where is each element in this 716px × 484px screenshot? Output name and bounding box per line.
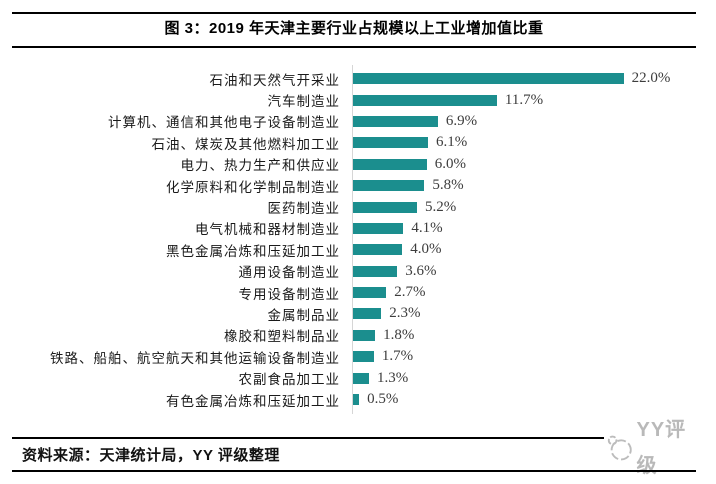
bar	[353, 351, 374, 363]
title-bottom-rule	[12, 46, 696, 48]
category-label: 计算机、通信和其他电子设备制造业	[108, 115, 340, 132]
bar-row: 专用设备制造业 2.7%	[22, 282, 702, 303]
bar-area: 1.7%	[353, 346, 413, 367]
bar-area: 1.8%	[353, 325, 414, 346]
bar-row: 石油和天然气开采业 22.0%	[22, 68, 702, 89]
category-label: 石油和天然气开采业	[209, 72, 340, 89]
bar-area: 3.6%	[353, 261, 437, 282]
bar-area: 4.1%	[353, 218, 443, 239]
value-label: 3.6%	[405, 262, 437, 279]
category-label: 汽车制造业	[267, 94, 340, 111]
bar	[353, 329, 376, 341]
bar-area: 4.0%	[353, 239, 441, 260]
bar	[353, 115, 438, 127]
bar-area: 11.7%	[353, 89, 543, 110]
yy-logo-text: YY评级	[636, 419, 687, 477]
yy-rating-logo: YY评级	[604, 419, 704, 477]
bar-row: 化学原料和化学制品制造业 5.8%	[22, 175, 702, 196]
bar-row: 金属制品业 2.3%	[22, 303, 702, 324]
value-label: 1.8%	[383, 326, 415, 343]
value-label: 6.0%	[434, 155, 467, 172]
bar-area: 6.9%	[353, 111, 477, 132]
value-label: 1.7%	[381, 348, 414, 365]
category-label: 医药制造业	[267, 201, 340, 218]
value-label: 5.8%	[432, 177, 464, 194]
bar	[353, 137, 429, 149]
category-label: 石油、煤炭及其他燃料加工业	[151, 136, 340, 153]
bar-row: 汽车制造业 11.7%	[22, 89, 702, 111]
category-label: 铁路、船舶、航空航天和其他运输设备制造业	[50, 350, 340, 367]
bar	[353, 201, 417, 213]
category-label: 橡胶和塑料制品业	[224, 329, 340, 346]
bar-row: 医药制造业 5.2%	[22, 196, 702, 218]
bar-row: 有色金属冶炼和压延加工业 0.5%	[22, 389, 702, 410]
bar	[353, 265, 398, 277]
bar-area: 0.5%	[353, 389, 398, 410]
category-label: 化学原料和化学制品制造业	[166, 179, 340, 196]
bar-row: 农副食品加工业 1.3%	[22, 367, 702, 389]
value-label: 22.0%	[631, 70, 671, 87]
category-label: 有色金属冶炼和压延加工业	[166, 393, 340, 410]
y-axis-line	[352, 65, 353, 414]
bar-area: 22.0%	[353, 68, 670, 89]
bar	[353, 158, 427, 170]
value-label: 6.1%	[436, 134, 468, 151]
category-label: 专用设备制造业	[238, 286, 340, 303]
bar-row: 橡胶和塑料制品业 1.8%	[22, 325, 702, 346]
bar-row: 通用设备制造业 3.6%	[22, 261, 702, 282]
bar-row: 计算机、通信和其他电子设备制造业 6.9%	[22, 111, 702, 132]
bar	[353, 372, 369, 384]
category-label: 农副食品加工业	[238, 372, 340, 389]
bar-chart: 石油和天然气开采业 22.0% 汽车制造业 11.7% 计算机、通信和其他电子设备制造业…	[22, 68, 702, 410]
value-label: 4.0%	[410, 241, 442, 258]
bar-area: 6.0%	[353, 154, 466, 175]
bar	[353, 394, 360, 406]
bar-row: 石油、煤炭及其他燃料加工业 6.1%	[22, 132, 702, 153]
bar	[353, 244, 403, 256]
bar	[353, 180, 425, 192]
category-label: 电气机械和器材制造业	[195, 222, 340, 239]
category-label: 电力、热力生产和供应业	[180, 158, 340, 175]
bar-row: 黑色金属冶炼和压延加工业 4.0%	[22, 239, 702, 260]
value-label: 6.9%	[445, 112, 478, 129]
bar-area: 6.1%	[353, 132, 467, 153]
yy-logo-scribble-icon	[607, 435, 632, 461]
bar	[353, 94, 497, 106]
bar-row: 电力、热力生产和供应业 6.0%	[22, 154, 702, 175]
value-label: 4.1%	[411, 219, 443, 236]
bar-area: 2.3%	[353, 303, 421, 324]
value-label: 1.3%	[376, 369, 409, 386]
value-label: 11.7%	[504, 91, 544, 108]
category-label: 黑色金属冶炼和压延加工业	[166, 243, 340, 260]
value-label: 0.5%	[367, 391, 399, 408]
title-top-rule	[12, 12, 696, 14]
footer-top-rule	[12, 437, 696, 439]
bar	[353, 73, 624, 85]
bar-area: 5.8%	[353, 175, 464, 196]
bar	[353, 222, 404, 234]
bar-area: 5.2%	[353, 196, 456, 217]
bar-area: 2.7%	[353, 282, 425, 303]
source-note: 资料来源：天津统计局，YY 评级整理	[22, 447, 280, 464]
bar-row: 铁路、船舶、航空航天和其他运输设备制造业 1.7%	[22, 346, 702, 367]
page-bottom-rule	[12, 470, 696, 472]
bar	[353, 287, 387, 299]
bar	[353, 308, 382, 320]
category-label: 金属制品业	[267, 307, 340, 324]
value-label: 2.3%	[389, 305, 421, 322]
bar-row: 电气机械和器材制造业 4.1%	[22, 218, 702, 239]
value-label: 2.7%	[394, 284, 426, 301]
figure-title: 图 3：2019 年天津主要行业占规模以上工业增加值比重	[164, 20, 544, 37]
category-label: 通用设备制造业	[238, 265, 340, 282]
bar-area: 1.3%	[353, 367, 408, 388]
value-label: 5.2%	[424, 198, 457, 215]
